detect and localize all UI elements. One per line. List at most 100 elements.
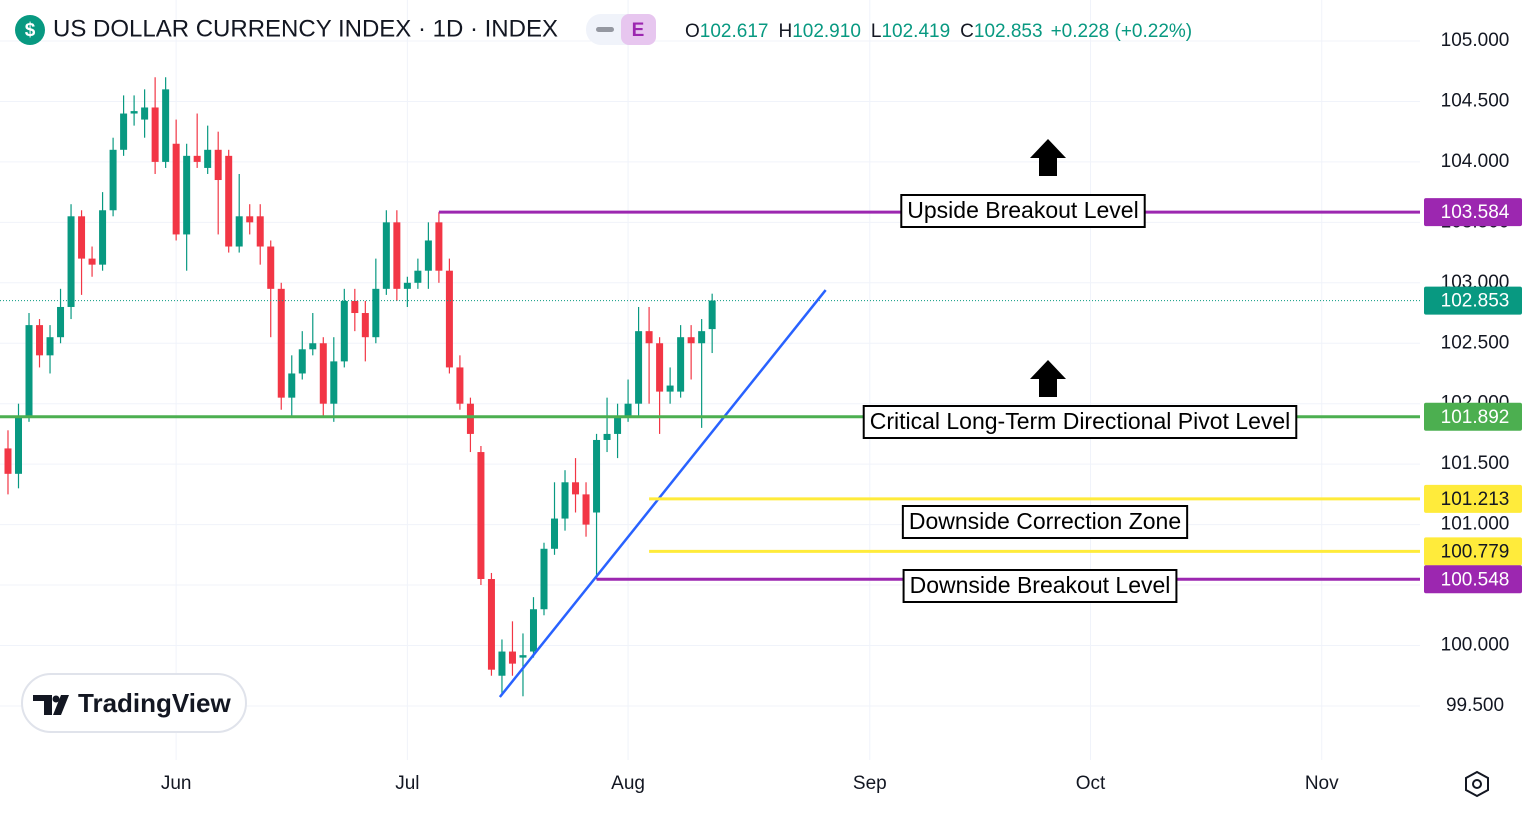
candle-body — [162, 89, 170, 162]
price-axis-label-bg — [1424, 565, 1522, 594]
candle-body — [204, 149, 212, 168]
candle-body — [635, 331, 643, 404]
overlay: Upside Breakout Level Critical Long-Term … — [0, 194, 1522, 698]
x-tick-label: Oct — [1076, 773, 1106, 794]
candle-body — [666, 385, 674, 392]
watermark-bg — [21, 673, 247, 733]
candle-body — [130, 111, 138, 114]
candle-body — [603, 433, 611, 440]
legend-value: 102.910 — [792, 21, 861, 42]
legend-value: 102.617 — [700, 21, 769, 42]
candle-body — [645, 331, 653, 344]
trendline — [498, 289, 827, 698]
settings-icon[interactable] — [1465, 770, 1489, 798]
candle-body — [466, 403, 474, 434]
candle-body — [88, 258, 96, 265]
candle-body — [183, 155, 191, 235]
badge-dash — [596, 27, 614, 32]
candle-body — [572, 482, 580, 495]
candle-body — [4, 448, 12, 474]
x-tick-label: Jul — [395, 773, 419, 794]
x-tick-label: Sep — [853, 773, 887, 794]
candle-body — [393, 222, 401, 289]
y-tick-label: 104.500 — [1441, 90, 1510, 111]
chart-title: US DOLLAR CURRENCY INDEX · 1D · INDEX — [53, 15, 558, 42]
candle-body — [151, 107, 159, 162]
candle-body — [551, 518, 559, 549]
candle-body — [593, 439, 601, 513]
level-label: Downside Breakout Level — [910, 572, 1171, 598]
candle-body — [677, 337, 685, 392]
level-label: Downside Correction Zone — [909, 508, 1181, 534]
watermark-logo — [33, 695, 69, 715]
candle-body — [456, 367, 464, 404]
candle-body — [561, 482, 569, 519]
badge: E — [632, 20, 645, 41]
candle-body — [508, 651, 516, 664]
candle-body — [519, 655, 527, 658]
price-axis-label: 101.892 — [1441, 407, 1510, 428]
legend-change: +0.228 (+0.22%) — [1051, 21, 1193, 42]
x-tick-label: Aug — [611, 773, 645, 794]
price-axis-label: 100.779 — [1441, 541, 1510, 562]
legend-key: C — [960, 21, 974, 42]
level-label-box — [902, 569, 1178, 603]
price-axis-label: 100.548 — [1441, 569, 1510, 590]
candle-body — [172, 143, 180, 235]
level-label-box — [900, 194, 1146, 228]
candle-body — [25, 325, 33, 416]
price-axis-label-bg — [1424, 198, 1522, 227]
candle-body — [235, 216, 243, 247]
candle-body — [708, 300, 716, 330]
y-tick-label: 105.000 — [1441, 30, 1510, 51]
candle-body — [540, 548, 548, 610]
candle-body — [298, 349, 306, 374]
candle-body — [361, 313, 369, 338]
price-axis-label-bg — [1424, 286, 1522, 315]
arrow-up — [1030, 139, 1066, 176]
y-tick-label: 99.500 — [1446, 695, 1504, 716]
plot — [4, 77, 716, 697]
candle-body — [225, 155, 233, 247]
legend-key: O — [685, 21, 700, 42]
candle-body — [67, 216, 75, 307]
price-axis-label: 102.853 — [1441, 291, 1510, 312]
candle-body — [288, 373, 296, 398]
candle-body — [498, 651, 506, 676]
candle-body — [582, 494, 590, 525]
candle-body — [141, 107, 149, 120]
candle-body — [246, 216, 254, 223]
ohlc-legend: O102.617 H102.910 L102.419 C102.853 +0.228 (… — [685, 21, 1192, 42]
arrow-up — [1030, 360, 1066, 397]
y-tick-label: 102.500 — [1441, 332, 1510, 353]
y-tick-label: 104.000 — [1441, 151, 1510, 172]
candle-body — [14, 415, 22, 474]
candle-body — [46, 337, 54, 356]
candle-body — [99, 210, 107, 265]
y-tick-label: 100.000 — [1441, 635, 1510, 656]
badge-e-bg — [621, 14, 656, 45]
candle-body — [382, 222, 390, 289]
level-label: Upside Breakout Level — [907, 197, 1138, 223]
y-tick-label: 101.500 — [1441, 453, 1510, 474]
candle-body — [214, 149, 222, 181]
level-label: Critical Long-Term Directional Pivot Lev… — [870, 408, 1291, 434]
price-axis-label: 103.584 — [1441, 202, 1510, 223]
candle-body — [656, 343, 664, 392]
candle-body — [487, 579, 495, 670]
symbol-icon-text: $ — [25, 20, 36, 41]
candle-body — [445, 270, 453, 368]
candle-body — [36, 325, 44, 356]
candle-body — [477, 452, 485, 580]
candle-body — [351, 300, 359, 314]
symbol-icon — [15, 15, 45, 45]
watermark-logo-dot — [52, 695, 60, 703]
price-axis-label-bg — [1424, 484, 1522, 513]
x-tick-label: Nov — [1305, 773, 1339, 794]
price-axis-label-bg — [1424, 402, 1522, 431]
y-tick-label: 101.000 — [1441, 514, 1510, 535]
candle-body — [529, 609, 537, 652]
watermark: TradingView — [78, 688, 231, 718]
candle-body — [372, 288, 380, 338]
candle-body — [309, 343, 317, 350]
